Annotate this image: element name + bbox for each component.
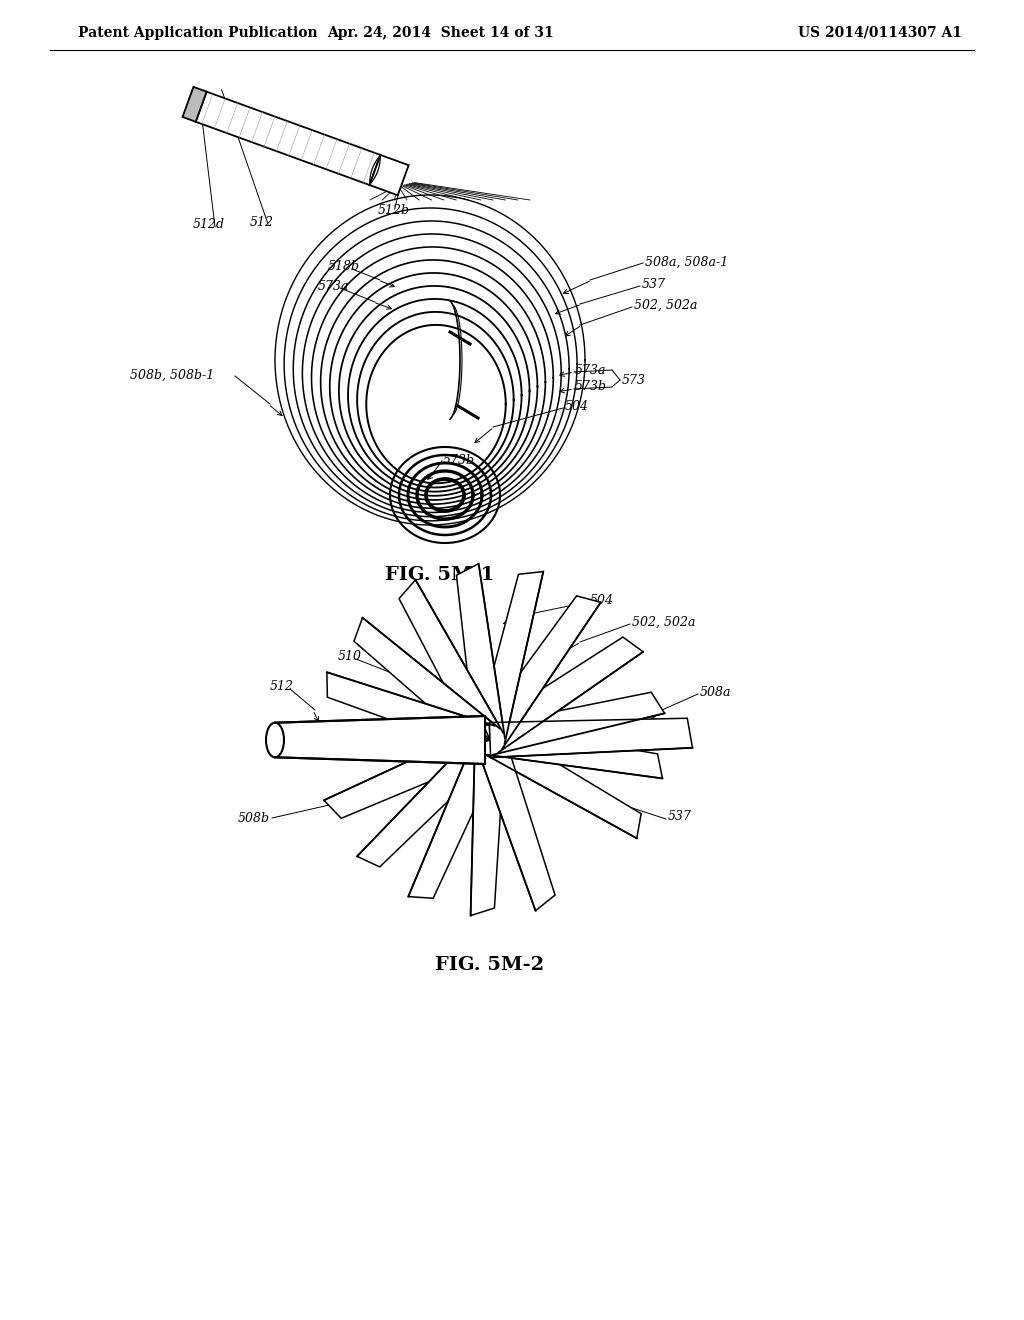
Polygon shape <box>475 572 544 743</box>
Polygon shape <box>471 739 505 916</box>
Polygon shape <box>196 91 381 185</box>
Text: 512d: 512d <box>193 219 225 231</box>
Text: 518b: 518b <box>328 260 360 273</box>
Text: 508a, 508a-1: 508a, 508a-1 <box>645 256 728 268</box>
Text: 512: 512 <box>250 215 274 228</box>
Text: FIG. 5M-2: FIG. 5M-2 <box>435 956 545 974</box>
Polygon shape <box>313 725 490 759</box>
Polygon shape <box>487 725 663 779</box>
Polygon shape <box>399 579 503 747</box>
Text: Apr. 24, 2014  Sheet 14 of 31: Apr. 24, 2014 Sheet 14 of 31 <box>327 26 553 40</box>
Polygon shape <box>324 726 496 818</box>
Text: 537: 537 <box>642 277 666 290</box>
Polygon shape <box>478 595 601 748</box>
Text: US 2014/0114307 A1: US 2014/0114307 A1 <box>798 26 962 40</box>
Polygon shape <box>327 672 495 754</box>
Text: 504: 504 <box>590 594 614 606</box>
Text: 502, 502a: 502, 502a <box>632 615 695 628</box>
Polygon shape <box>370 154 409 195</box>
Polygon shape <box>481 638 643 752</box>
Text: 573a: 573a <box>318 280 349 293</box>
Polygon shape <box>482 727 641 838</box>
Polygon shape <box>489 718 692 758</box>
Polygon shape <box>275 715 485 764</box>
Text: 502, 502a: 502, 502a <box>634 298 697 312</box>
Text: 573a: 573a <box>575 363 606 376</box>
Ellipse shape <box>266 723 284 758</box>
Polygon shape <box>486 692 665 755</box>
Text: 512b: 512b <box>378 203 410 216</box>
Text: Patent Application Publication: Patent Application Publication <box>78 26 317 40</box>
Text: 537: 537 <box>668 810 692 824</box>
Text: 573b: 573b <box>575 380 607 393</box>
Polygon shape <box>409 734 504 898</box>
Text: 573: 573 <box>622 374 646 387</box>
Text: 510: 510 <box>338 651 362 664</box>
Text: 508b: 508b <box>238 812 270 825</box>
Text: FIG. 5M-1: FIG. 5M-1 <box>385 566 495 583</box>
Polygon shape <box>476 735 555 911</box>
Text: 573b: 573b <box>443 454 475 466</box>
Polygon shape <box>357 730 501 867</box>
Polygon shape <box>457 564 505 742</box>
Text: 504: 504 <box>565 400 589 413</box>
Polygon shape <box>354 618 500 751</box>
Polygon shape <box>182 87 207 121</box>
Text: 508b, 508b-1: 508b, 508b-1 <box>130 368 214 381</box>
Text: 512: 512 <box>270 680 294 693</box>
Text: 508a: 508a <box>700 685 731 698</box>
